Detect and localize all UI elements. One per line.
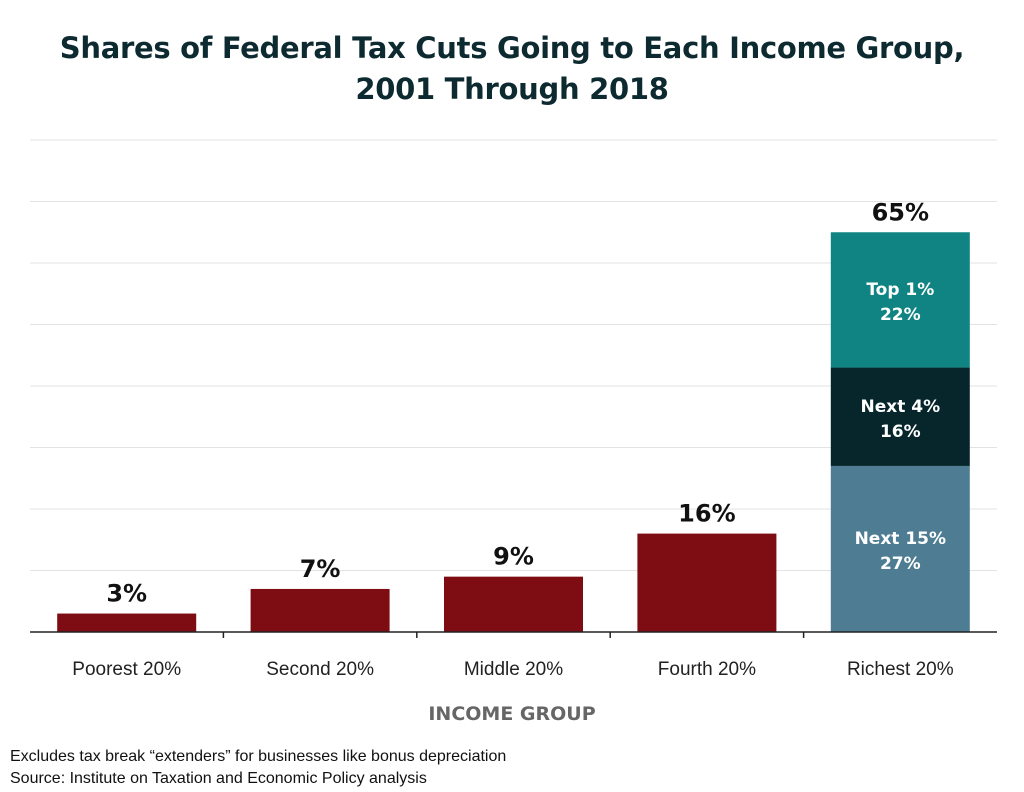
bar-fourth-20-	[637, 533, 777, 632]
data-label: 7%	[300, 555, 341, 583]
data-label: 65%	[872, 198, 929, 226]
segment-name-label: Top 1%	[866, 280, 934, 300]
x-tick-label: Poorest 20%	[72, 659, 181, 680]
data-label: 9%	[493, 543, 534, 571]
chart-title-line-1: Shares of Federal Tax Cuts Going to Each…	[59, 31, 965, 65]
segment-name-label: Next 4%	[860, 397, 940, 417]
footnote: Excludes tax break “extenders” for busin…	[10, 746, 506, 790]
segment-value-label: 27%	[880, 554, 921, 574]
bar-middle-20-	[444, 576, 583, 632]
footnote-source: Source: Institute on Taxation and Econom…	[10, 770, 427, 787]
x-tick-label: Fourth 20%	[658, 659, 756, 680]
bar-poorest-20-	[57, 613, 197, 632]
data-label: 3%	[106, 580, 147, 608]
x-tick-label: Second 20%	[266, 659, 374, 680]
x-tick-label: Richest 20%	[847, 659, 954, 680]
data-label: 16%	[678, 500, 735, 528]
bar-second-20-	[250, 588, 390, 632]
x-tick-label: Middle 20%	[464, 659, 563, 680]
segment-value-label: 22%	[880, 305, 921, 325]
stack-segment-next-4-	[830, 367, 970, 466]
footnote-note: Excludes tax break “extenders” for busin…	[10, 748, 507, 765]
stack-segment-next-15-	[830, 465, 970, 632]
chart-title: Shares of Federal Tax Cuts Going to Each…	[0, 28, 1024, 110]
x-axis-title: INCOME GROUP	[428, 703, 595, 725]
chart-title-line-2: 2001 Through 2018	[355, 72, 669, 106]
segment-name-label: Next 15%	[855, 529, 946, 549]
stack-segment-top-1-	[830, 232, 970, 368]
segment-value-label: 16%	[880, 422, 921, 442]
